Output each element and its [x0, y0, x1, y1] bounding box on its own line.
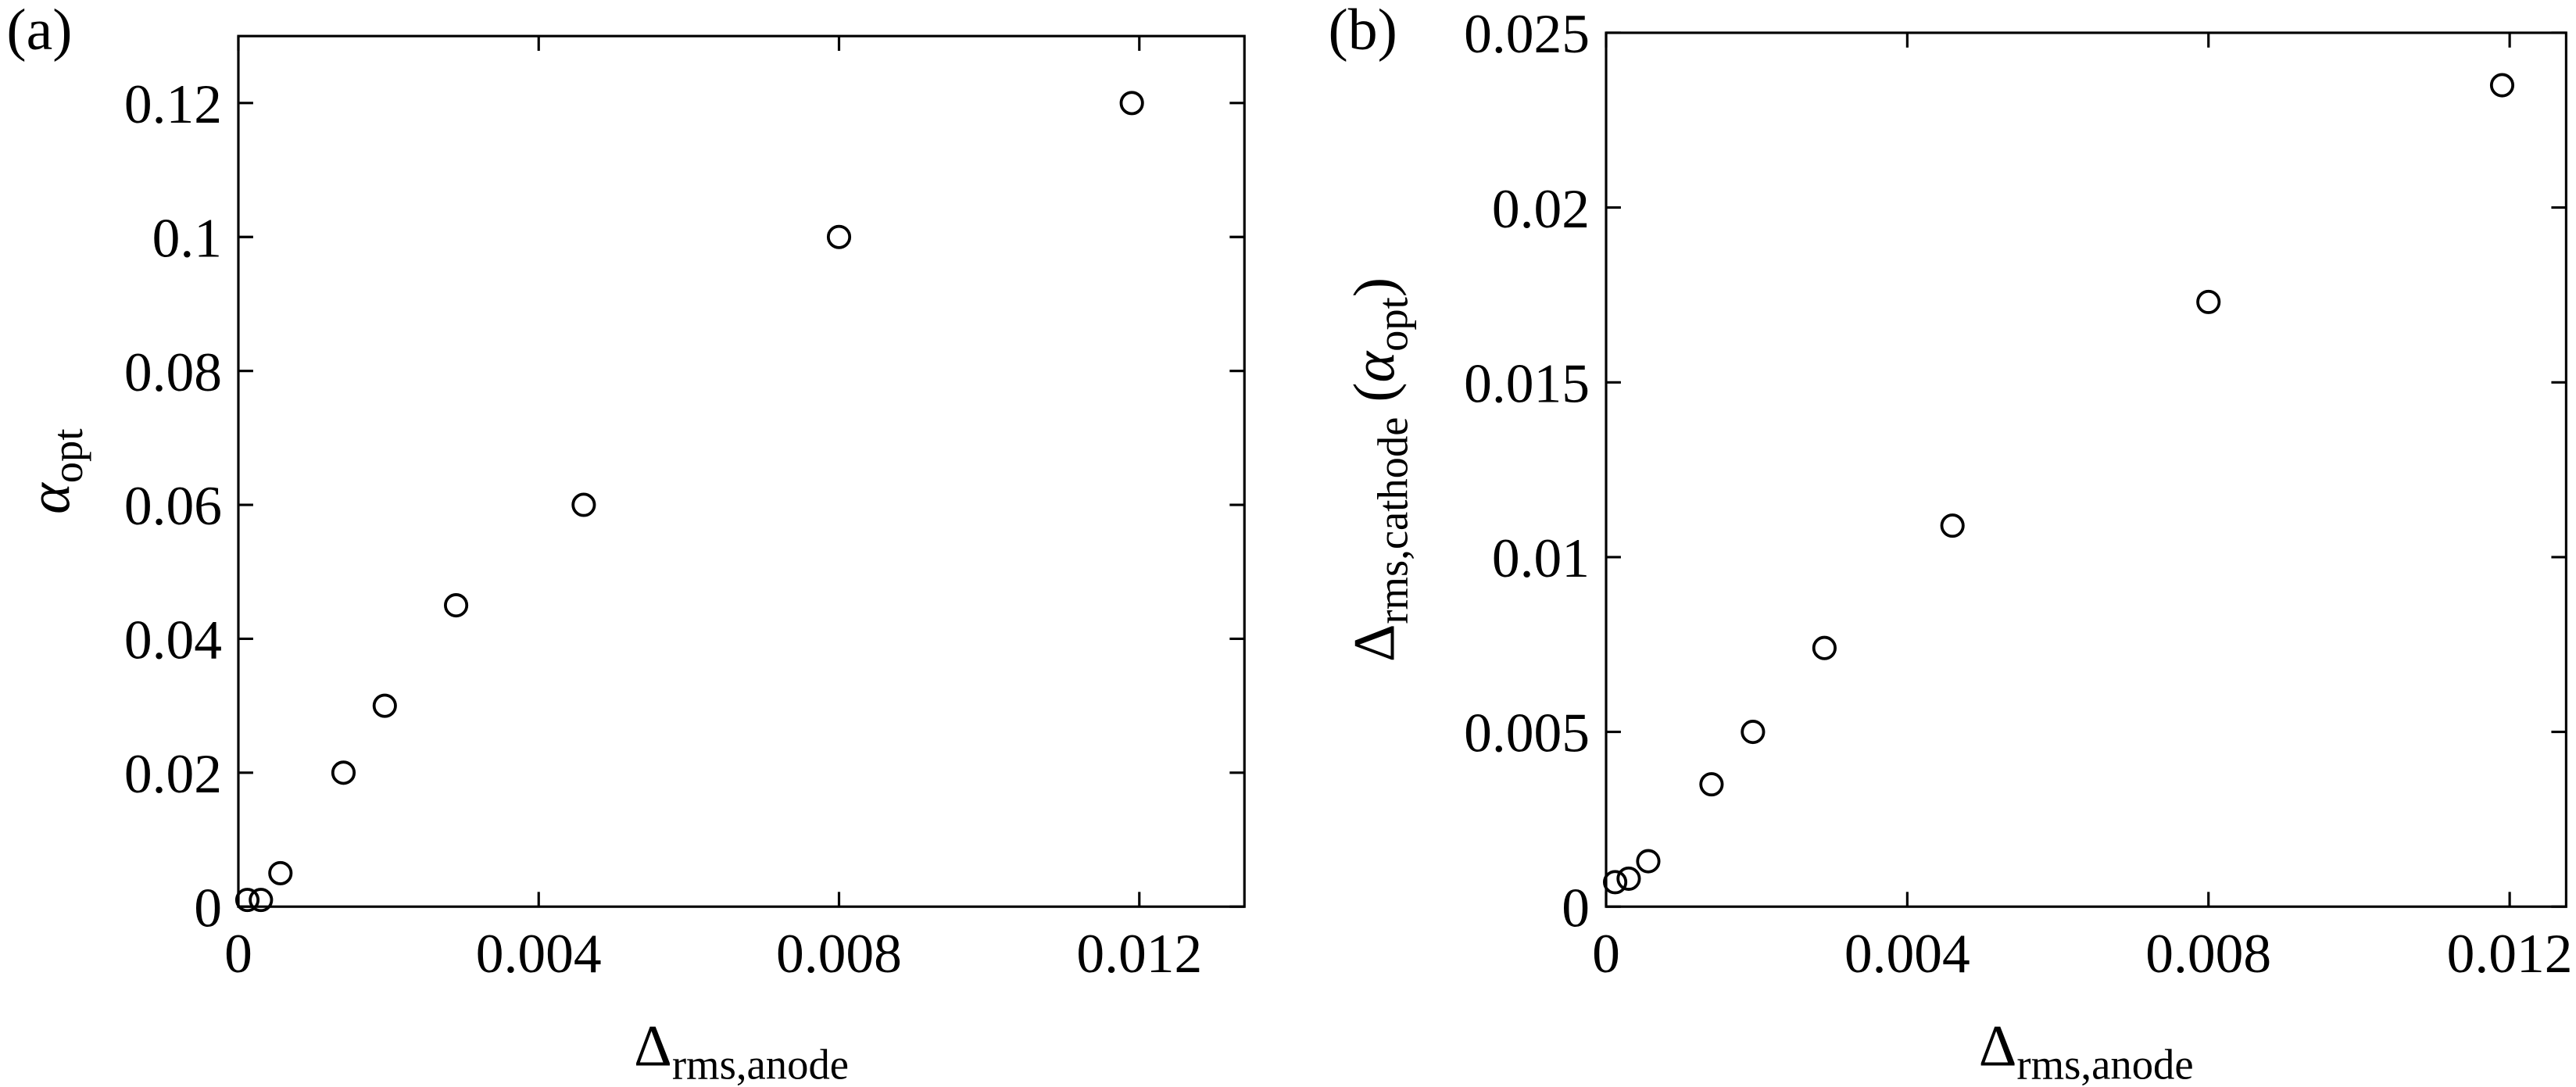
point	[571, 492, 596, 517]
y-label-part: )	[1343, 277, 1408, 297]
point	[1940, 513, 1965, 538]
y-tick-label: 0.015	[1464, 353, 1590, 415]
x-axis-label: Δrms,anode	[634, 1014, 849, 1087]
x-tick-label: 0.008	[2145, 923, 2271, 985]
x-tick-label: 0	[1592, 923, 1620, 985]
panel-label: (a)	[6, 0, 72, 63]
point	[234, 888, 260, 913]
point	[1603, 870, 1628, 895]
y-tick-label: 0.04	[124, 610, 222, 671]
y-label-part: (	[1343, 383, 1408, 417]
x-tick-label: 0.012	[1076, 923, 1202, 985]
panel-label: (b)	[1329, 0, 1397, 63]
point	[1812, 635, 1837, 660]
point	[1741, 720, 1766, 745]
point	[372, 693, 397, 718]
point	[826, 224, 852, 249]
point	[1119, 91, 1144, 116]
y-axis-label: αopt	[17, 429, 91, 514]
y-label-part: α	[17, 482, 82, 514]
y-tick-label: 0.005	[1464, 703, 1590, 764]
x-tick-label: 0.012	[2447, 923, 2573, 985]
y-label-part: rms,cathode	[1368, 417, 1416, 624]
y-tick-label: 0.01	[1492, 527, 1590, 589]
point	[268, 860, 293, 885]
plot-frame	[1605, 31, 2567, 908]
point	[1616, 866, 1641, 891]
y-label-part: opt	[44, 429, 91, 484]
point	[1699, 772, 1724, 797]
y-label-part: α	[1343, 351, 1408, 383]
x-axis-label: Δrms,anode	[1979, 1014, 2194, 1087]
x-label-part: Δ	[634, 1014, 672, 1079]
y-tick-label: 0.02	[1492, 178, 1590, 240]
plot-frame	[237, 34, 1246, 908]
y-axis-label: Δrms,cathode (αopt)	[1343, 277, 1417, 662]
x-label-part: rms,anode	[2016, 1041, 2193, 1087]
point	[1636, 849, 1661, 874]
x-label-part: Δ	[1979, 1014, 2017, 1079]
y-tick-label: 0.12	[124, 73, 222, 135]
y-tick-label: 0	[194, 877, 222, 939]
point	[444, 593, 469, 618]
y-label-part: opt	[1368, 297, 1416, 352]
point	[249, 888, 274, 913]
x-tick-label: 0.004	[1844, 923, 1970, 985]
x-tick-label: 0	[224, 923, 252, 985]
point	[2489, 73, 2515, 98]
y-label-part: Δ	[1343, 624, 1408, 663]
y-tick-label: 0.1	[152, 208, 222, 270]
x-tick-label: 0.004	[476, 923, 602, 985]
x-label-part: rms,anode	[672, 1041, 849, 1087]
y-tick-label: 0.08	[124, 341, 222, 403]
point	[2196, 289, 2221, 314]
point	[331, 760, 356, 785]
x-tick-label: 0.008	[776, 923, 902, 985]
y-tick-label: 0.025	[1464, 3, 1590, 65]
y-tick-label: 0.06	[124, 475, 222, 537]
y-tick-label: 0	[1562, 877, 1590, 939]
y-tick-label: 0.02	[124, 743, 222, 805]
